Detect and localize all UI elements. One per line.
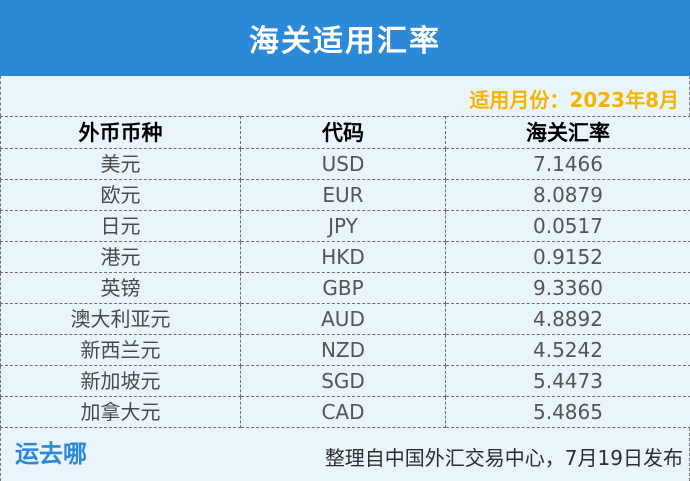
- currency-code: USD: [240, 148, 446, 180]
- exchange-rate: 4.8892: [445, 303, 690, 335]
- month-row: 适用月份：2023年8月: [0, 76, 690, 116]
- table-row: 新西兰元 NZD 4.5242: [0, 334, 690, 366]
- table-row: 港元 HKD 0.9152: [0, 241, 690, 273]
- source-credit: 整理自中国外汇交易中心，7月19日发布: [324, 446, 683, 470]
- currency-code: CAD: [240, 396, 446, 428]
- currency-code: EUR: [240, 179, 446, 211]
- currency-code: JPY: [240, 210, 446, 242]
- table-row: 日元 JPY 0.0517: [0, 210, 690, 242]
- column-header-rate: 海关汇率: [445, 116, 690, 149]
- currency-name: 欧元: [0, 179, 241, 211]
- currency-name: 新西兰元: [0, 334, 241, 366]
- currency-name: 日元: [0, 210, 241, 242]
- exchange-rate: 0.9152: [445, 241, 690, 273]
- table-row: 新加坡元 SGD 5.4473: [0, 365, 690, 397]
- currency-code: SGD: [240, 365, 446, 397]
- exchange-rate-table: 外币币种 代码 海关汇率 美元 USD 7.1466 欧元 EUR 8.0879…: [0, 116, 690, 428]
- applicable-month-label: 适用月份：2023年8月: [469, 88, 679, 112]
- currency-name: 美元: [0, 148, 241, 180]
- table-row: 美元 USD 7.1466: [0, 148, 690, 180]
- page-title: 海关适用汇率: [0, 0, 690, 76]
- table-row: 英镑 GBP 9.3360: [0, 272, 690, 304]
- column-header-code: 代码: [240, 116, 446, 149]
- table-header-row: 外币币种 代码 海关汇率: [0, 116, 690, 149]
- exchange-rate: 8.0879: [445, 179, 690, 211]
- brand-logo: 运去哪: [15, 440, 87, 468]
- exchange-rate: 5.4865: [445, 396, 690, 428]
- exchange-rate: 5.4473: [445, 365, 690, 397]
- currency-name: 新加坡元: [0, 365, 241, 397]
- table-row: 加拿大元 CAD 5.4865: [0, 396, 690, 428]
- currency-code: HKD: [240, 241, 446, 273]
- footer: 运去哪 整理自中国外汇交易中心，7月19日发布: [0, 428, 690, 481]
- currency-name: 加拿大元: [0, 396, 241, 428]
- exchange-rate: 4.5242: [445, 334, 690, 366]
- exchange-rate: 9.3360: [445, 272, 690, 304]
- column-header-currency: 外币币种: [0, 116, 241, 149]
- currency-code: GBP: [240, 272, 446, 304]
- exchange-rate: 0.0517: [445, 210, 690, 242]
- table-row: 欧元 EUR 8.0879: [0, 179, 690, 211]
- currency-name: 英镑: [0, 272, 241, 304]
- currency-code: AUD: [240, 303, 446, 335]
- exchange-rate: 7.1466: [445, 148, 690, 180]
- table-row: 澳大利亚元 AUD 4.8892: [0, 303, 690, 335]
- currency-name: 澳大利亚元: [0, 303, 241, 335]
- currency-name: 港元: [0, 241, 241, 273]
- currency-code: NZD: [240, 334, 446, 366]
